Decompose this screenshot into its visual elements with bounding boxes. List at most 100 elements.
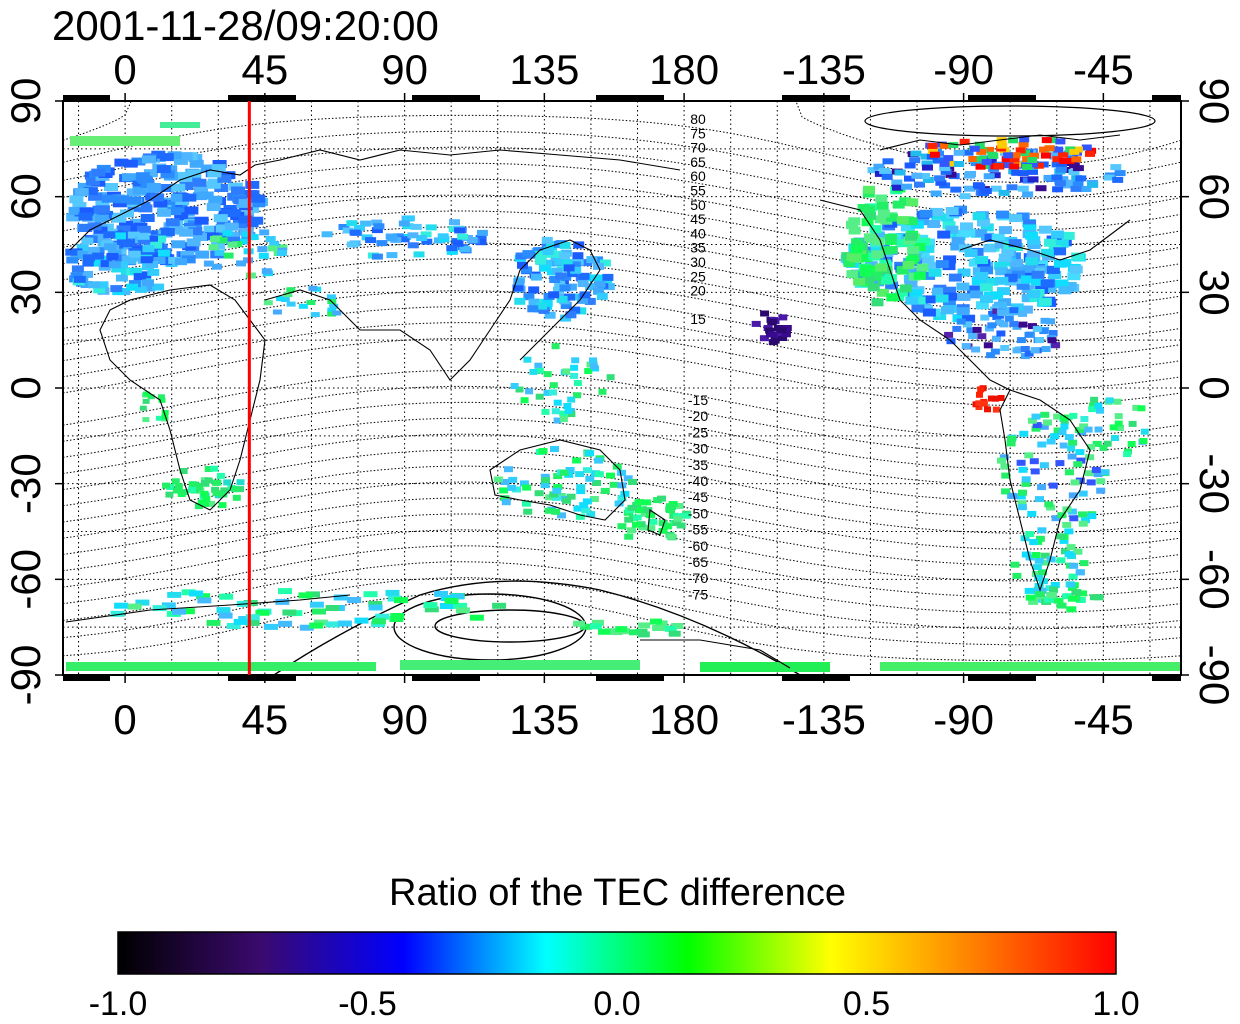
tec-pixel [371, 227, 383, 234]
tec-pixel [501, 499, 511, 506]
tec-pixel [992, 395, 1000, 402]
tec-pixel [1012, 270, 1025, 279]
tec-pixel [88, 281, 101, 289]
tec-pixel [146, 261, 159, 268]
tec-pixel [413, 251, 425, 258]
tec-pixel [600, 487, 610, 494]
tec-pixel [158, 397, 166, 403]
tec-pixel [964, 172, 975, 179]
tec-pixel [325, 605, 340, 611]
contour-label: 65 [690, 154, 706, 170]
tec-pixel [994, 240, 1008, 249]
tec-pixel [1035, 496, 1044, 503]
tec-pixel [650, 618, 662, 625]
tec-pixel [980, 400, 988, 407]
tec-pixel [1021, 551, 1031, 558]
tec-pixel [1022, 156, 1033, 163]
tec-pixel [559, 241, 571, 249]
contour-label: 75 [690, 125, 706, 141]
tec-pixel [584, 368, 593, 374]
tec-pixel [569, 306, 581, 314]
tec-pixel [180, 251, 195, 259]
tec-pixel [909, 157, 921, 164]
tec-pixel [376, 240, 388, 247]
tec-pixel [128, 280, 141, 288]
tec-pixel [1027, 290, 1041, 299]
tec-pixel [999, 454, 1009, 461]
tec-pixel [985, 277, 999, 286]
tec-pixel [586, 511, 596, 518]
tec-pixel [1032, 325, 1042, 332]
tec-pixel [589, 357, 597, 364]
tec-pixel [108, 261, 121, 269]
tec-pixel [1032, 564, 1042, 571]
tec-pixel [1027, 417, 1037, 424]
tec-pixel [637, 631, 650, 638]
tec-pixel [1056, 602, 1067, 609]
tec-pixel [929, 151, 940, 158]
tec-pixel [181, 589, 196, 596]
tec-pixel [1018, 141, 1029, 148]
tec-pixel [218, 502, 227, 509]
tec-pixel [70, 272, 83, 280]
tec-pixel [617, 482, 627, 489]
tec-pixel [161, 200, 176, 209]
tec-pixel [970, 160, 982, 167]
tec-pixel [459, 246, 471, 252]
tec-pixel [1030, 347, 1040, 354]
tec-pixel [911, 172, 923, 179]
colorbar-tick-label: -0.5 [338, 985, 397, 1023]
tec-pixel [617, 523, 627, 530]
tec-pixel [449, 219, 460, 226]
tec-pixel [143, 391, 151, 397]
tec-pixel [976, 391, 983, 398]
tec-pixel [212, 160, 227, 168]
tec-pixel [1032, 422, 1042, 429]
tec-pixel [577, 280, 589, 288]
tec-pixel [126, 283, 139, 291]
lat-tick-label-right: 90 [1191, 78, 1238, 125]
tec-pixel [992, 314, 1002, 320]
tec-pixel [1022, 191, 1034, 198]
tec-pixel [1027, 241, 1041, 249]
tec-pixel [634, 507, 644, 514]
tec-pixel [1035, 185, 1047, 192]
tec-pixel [541, 408, 550, 415]
tec-pixel [80, 281, 93, 288]
tec-pixel [182, 193, 197, 202]
tec-pixel [216, 607, 231, 614]
tec-pixel [620, 490, 630, 497]
tec-pixel [216, 224, 230, 233]
tec-pixel [922, 295, 936, 304]
tec-pixel [1039, 328, 1049, 335]
tec-pixel [1067, 272, 1081, 281]
tec-pixel [987, 395, 995, 402]
tec-pixel [192, 178, 207, 187]
tec-pixel [1053, 597, 1064, 604]
tec-pixel [1046, 504, 1056, 511]
tec-pixel [891, 179, 903, 186]
tec-pixel [122, 173, 136, 182]
tec-pixel [886, 293, 899, 302]
tec-pixel [1064, 158, 1075, 164]
tec-pixel [1071, 589, 1082, 596]
tec-pixel [127, 196, 141, 205]
tec-pixel [282, 609, 297, 616]
tec-pixel [1051, 515, 1061, 522]
tec-pixel [72, 202, 87, 210]
tec-pixel [1024, 331, 1034, 338]
tec-pixel [93, 259, 106, 267]
tec-pixel [522, 250, 534, 258]
tec-pixel [1052, 186, 1064, 193]
tec-pixel [499, 487, 509, 494]
tec-pixel [1001, 156, 1012, 163]
tec-pixel [995, 276, 1009, 285]
tec-pixel [114, 254, 127, 262]
tec-pixel [671, 623, 684, 629]
edge-bar-bottom [596, 675, 664, 681]
tec-pixel [940, 168, 952, 175]
tec-pixel [995, 319, 1005, 326]
tec-pixel [1046, 318, 1055, 325]
contour-label: -70 [688, 570, 708, 586]
